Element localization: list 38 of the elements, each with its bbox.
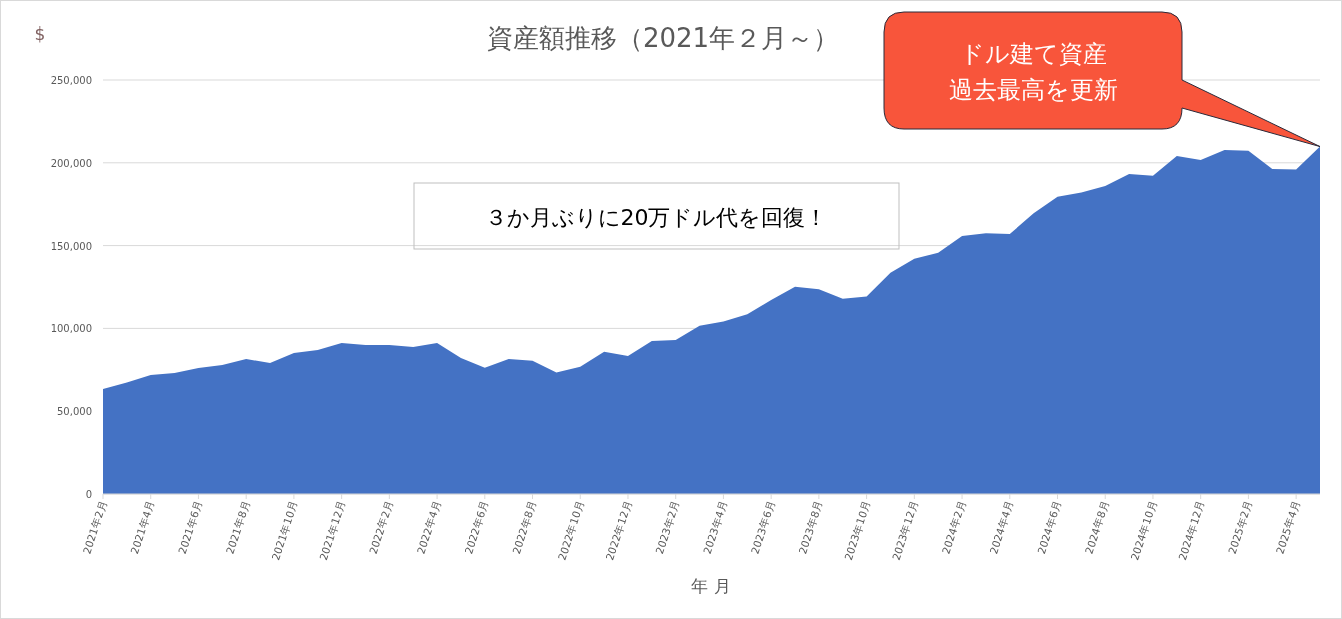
- x-tick-label: 2024年6月: [1034, 498, 1064, 556]
- chart-title: 資産額推移（2021年２月～）: [486, 23, 840, 53]
- x-tick-label: 2023年10月: [841, 498, 873, 562]
- x-tick-label: 2025年4月: [1273, 498, 1303, 556]
- y-axis-title: $: [34, 24, 46, 44]
- y-tick-label: 150,000: [50, 240, 92, 252]
- x-tick-label: 2025年2月: [1225, 498, 1255, 556]
- x-tick-label: 2024年12月: [1175, 498, 1207, 562]
- y-tick-label: 100,000: [50, 323, 92, 335]
- x-tick-label: 2024年10月: [1128, 498, 1159, 562]
- x-axis-title: 年 月: [691, 576, 731, 596]
- y-tick-label: 0: [85, 489, 92, 500]
- x-tick-label: 2021年4月: [128, 498, 157, 556]
- x-tick-label: 2023年2月: [653, 498, 682, 556]
- x-tick-label: 2022年10月: [555, 498, 587, 562]
- x-tick-label: 2023年8月: [796, 498, 825, 556]
- x-tick-label: 2023年6月: [748, 498, 778, 556]
- y-tick-label: 200,000: [50, 157, 92, 169]
- x-tick-label: 2023年4月: [700, 498, 730, 556]
- x-tick-label: 2022年2月: [366, 498, 396, 556]
- callout: ドル建て資産 過去最高を更新: [883, 11, 1321, 148]
- annotation: ３か月ぶりに20万ドル代を回復！: [484, 205, 828, 230]
- y-tick-label: 50,000: [57, 406, 92, 418]
- x-tick-label: 2024年8月: [1082, 498, 1112, 556]
- x-tick-label: 2024年2月: [939, 498, 968, 556]
- x-tick-label: 2021年12月: [316, 498, 348, 562]
- annotation: 過去最高を更新: [948, 76, 1118, 104]
- x-tick-label: 2022年6月: [462, 498, 491, 556]
- x-tick-label: 2022年4月: [414, 498, 443, 556]
- y-tick-label: 250,000: [50, 75, 92, 86]
- x-tick-label: 2022年8月: [509, 498, 539, 556]
- x-tick-label: 2021年6月: [175, 498, 205, 556]
- x-tick-label: 2021年8月: [223, 498, 253, 556]
- x-tick-label: 2021年2月: [80, 498, 109, 556]
- x-tick-label: 2022年12月: [603, 498, 634, 562]
- x-tick-label: 2023年12月: [889, 498, 921, 562]
- x-tick-label: 2024年4月: [987, 498, 1016, 556]
- x-tick-label: 2021年10月: [269, 498, 300, 562]
